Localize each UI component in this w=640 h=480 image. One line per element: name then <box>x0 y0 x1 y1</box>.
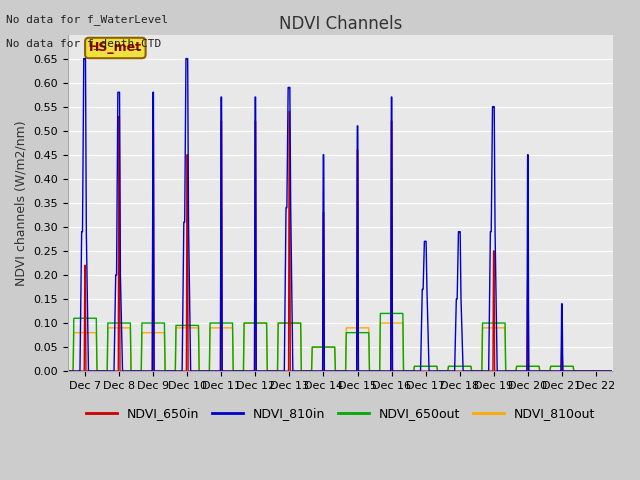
Y-axis label: NDVI channels (W/m2/nm): NDVI channels (W/m2/nm) <box>15 120 28 286</box>
Text: HS_met: HS_met <box>89 41 142 55</box>
Text: No data for f_WaterLevel: No data for f_WaterLevel <box>6 14 168 25</box>
Text: No data for f_depth_CTD: No data for f_depth_CTD <box>6 38 162 49</box>
Title: NDVI Channels: NDVI Channels <box>279 15 402 33</box>
Legend: NDVI_650in, NDVI_810in, NDVI_650out, NDVI_810out: NDVI_650in, NDVI_810in, NDVI_650out, NDV… <box>81 402 600 425</box>
